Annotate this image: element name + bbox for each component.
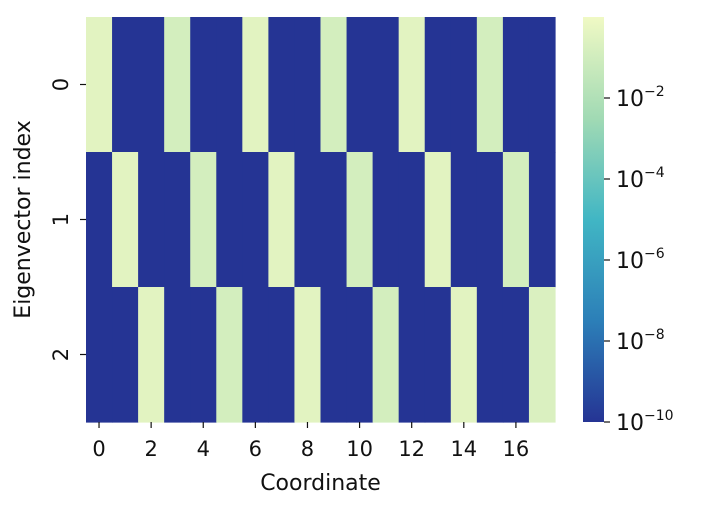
colorbar-tick-label: 10−6 [616, 246, 665, 274]
colorbar-tick-label: 10−10 [616, 408, 674, 436]
heatmap-cell [320, 287, 348, 423]
heatmap-cell [424, 287, 452, 423]
heatmap-cell [398, 287, 426, 423]
x-tick-label: 12 [398, 437, 425, 461]
heatmap-cell [242, 17, 269, 153]
heatmap-cell [528, 152, 556, 288]
y-axis: 0 1 2 [49, 78, 86, 361]
heatmap-cell [138, 17, 165, 153]
heatmap-cell [216, 287, 243, 423]
heatmap-cell [86, 287, 113, 423]
heatmap-cell [424, 152, 452, 288]
heatmap-cell [216, 152, 243, 288]
x-tick-label: 14 [450, 437, 477, 461]
heatmap-cell [86, 17, 113, 153]
heatmap-cell [502, 17, 530, 153]
heatmap-cell [164, 17, 191, 153]
heatmap-cell [268, 287, 296, 423]
heatmap-cell [502, 152, 530, 288]
y-tick-label: 1 [49, 213, 73, 226]
y-tick-label: 0 [49, 78, 73, 91]
heatmap-cell [398, 152, 426, 288]
heatmap-cell [86, 152, 113, 288]
x-axis: 0 2 4 6 8 10 12 14 16 [92, 422, 529, 461]
heatmap-cell [112, 152, 139, 288]
heatmap-cell [138, 287, 165, 423]
heatmap-cell [476, 17, 504, 153]
heatmap-cell [476, 152, 504, 288]
heatmap-cell [346, 152, 374, 288]
heatmap-cell [268, 152, 296, 288]
heatmap-cell [216, 17, 243, 153]
heatmap-cell [294, 17, 322, 153]
x-tick-label: 8 [301, 437, 314, 461]
heatmap-cell [164, 152, 191, 288]
heatmap-cell [268, 17, 296, 153]
heatmap-cell [476, 287, 504, 423]
x-axis-label: Coordinate [260, 471, 381, 496]
colorbar [583, 17, 604, 422]
heatmap-cell [294, 152, 322, 288]
heatmap-cell [528, 17, 556, 153]
x-tick-label: 2 [144, 437, 157, 461]
heatmap-cell [320, 152, 348, 288]
heatmap-cell [294, 287, 322, 423]
heatmap-cell [112, 287, 139, 423]
colorbar-tick-label: 10−4 [616, 165, 665, 193]
heatmap-cell [164, 287, 191, 423]
heatmap-cell [346, 17, 374, 153]
heatmap-cell [138, 152, 165, 288]
y-axis-label: Eigenvector index [11, 120, 36, 318]
colorbar-ticks: 10−10 10−8 10−6 10−4 10−2 [604, 84, 674, 436]
heatmap-cell [450, 287, 478, 423]
heatmap-cell [528, 287, 556, 423]
heatmap-cell [372, 152, 400, 288]
y-tick-label: 2 [49, 348, 73, 361]
heatmap-cell [450, 152, 478, 288]
heatmap-cells [86, 17, 556, 423]
heatmap-cell [502, 287, 530, 423]
heatmap-cell [190, 287, 217, 423]
heatmap-cell [372, 287, 400, 423]
colorbar-tick-label: 10−8 [616, 327, 665, 355]
colorbar-tick-label: 10−2 [616, 84, 665, 112]
x-tick-label: 10 [346, 437, 373, 461]
heatmap-cell [190, 152, 217, 288]
heatmap-cell [112, 17, 139, 153]
x-tick-label: 16 [503, 437, 530, 461]
heatmap-cell [450, 17, 478, 153]
x-tick-label: 4 [197, 437, 210, 461]
heatmap-cell [372, 17, 400, 153]
heatmap-cell [242, 287, 269, 423]
heatmap-cell [424, 17, 452, 153]
heatmap-cell [398, 17, 426, 153]
x-tick-label: 6 [249, 437, 262, 461]
heatmap-cell [346, 287, 374, 423]
heatmap-cell [190, 17, 217, 153]
x-tick-label: 0 [92, 437, 105, 461]
heatmap-cell [242, 152, 269, 288]
heatmap-cell [320, 17, 348, 153]
